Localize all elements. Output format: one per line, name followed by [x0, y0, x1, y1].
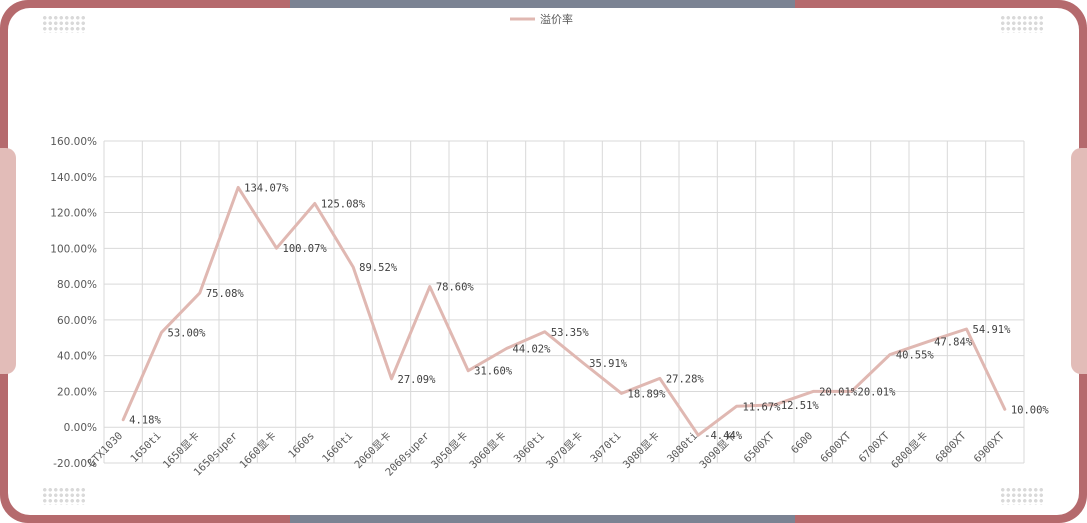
data-labels: 4.18% 53.00% 75.08% 134.07% 100.07% 125.08% 89… — [129, 182, 1049, 442]
x-tick-label: 6500XT — [742, 429, 778, 465]
x-tick-label: 1650ti — [128, 430, 163, 465]
x-tick-label: 6800XT — [933, 429, 969, 465]
data-label: 78.60% — [436, 282, 475, 294]
y-tick-label: 80.00% — [57, 279, 97, 291]
y-tick-label: 120.00% — [50, 208, 97, 220]
x-tick-label: 6600XT — [818, 429, 854, 465]
y-tick-label: -20.00% — [53, 458, 97, 470]
data-label: 4.18% — [129, 415, 161, 427]
data-label: 53.00% — [168, 327, 207, 339]
frame-bottom-band — [290, 515, 795, 523]
data-label: 44.02% — [513, 343, 552, 355]
frame-top-band — [290, 0, 795, 8]
legend: 溢价率 — [510, 12, 573, 26]
data-label: 20.01% — [819, 386, 858, 398]
chart-card — [8, 8, 1079, 515]
data-label: 11.67% — [743, 401, 782, 413]
series-line-layer — [121, 185, 1007, 437]
data-label: 35.91% — [589, 358, 628, 370]
data-label: 47.84% — [934, 337, 973, 349]
x-tick-label: 1660ti — [320, 430, 355, 465]
data-label: 27.09% — [398, 374, 437, 386]
legend-label: 溢价率 — [540, 12, 573, 26]
data-label: 54.91% — [973, 324, 1012, 336]
y-tick-label: 40.00% — [57, 351, 97, 363]
y-tick-label: 160.00% — [50, 136, 97, 148]
y-axis-ticks: -20.00% 0.00% 20.00% 40.00% 60.00% 80.00% 100.… — [50, 136, 97, 470]
x-tick-label: 3060ti — [512, 430, 547, 465]
data-label: -4.44% — [704, 430, 743, 442]
y-tick-label: 140.00% — [50, 172, 97, 184]
right-side-tab — [1071, 148, 1087, 374]
x-tick-label: 6900XT — [972, 429, 1008, 465]
y-tick-label: 60.00% — [57, 315, 97, 327]
data-label: 134.07% — [244, 182, 289, 194]
x-tick-label: 3080ti — [665, 430, 700, 465]
x-tick-label: 6700XT — [857, 429, 893, 465]
decorative-dots-top-right — [1000, 15, 1044, 33]
x-tick-label: 1660s — [286, 430, 317, 461]
series-line — [121, 185, 1007, 437]
data-label: 31.60% — [474, 366, 513, 378]
x-tick-label: 3070ti — [588, 430, 623, 465]
data-label: 89.52% — [359, 262, 398, 274]
y-tick-label: 0.00% — [64, 422, 97, 434]
data-label: 10.00% — [1011, 404, 1050, 416]
x-tick-label: 6600 — [789, 430, 815, 456]
data-label: 27.28% — [666, 373, 705, 385]
decorative-dots-bottom-right — [1000, 487, 1044, 505]
y-tick-label: 100.00% — [50, 243, 97, 255]
y-tick-label: 20.00% — [57, 386, 97, 398]
data-label: 20.01% — [858, 386, 897, 398]
x-tick-label: GTX1030 — [86, 430, 126, 470]
data-label: 12.51% — [781, 400, 820, 412]
data-label: 100.07% — [283, 243, 328, 255]
data-label: 53.35% — [551, 327, 590, 339]
data-label: 75.08% — [206, 288, 245, 300]
data-label: 125.08% — [321, 198, 366, 210]
grid-lines — [103, 140, 1025, 464]
data-label: 18.89% — [628, 388, 667, 400]
left-side-tab — [0, 148, 16, 374]
data-label: 40.55% — [896, 350, 935, 362]
decorative-dots-bottom-left — [42, 487, 86, 505]
decorative-dots-top-left — [42, 15, 86, 33]
